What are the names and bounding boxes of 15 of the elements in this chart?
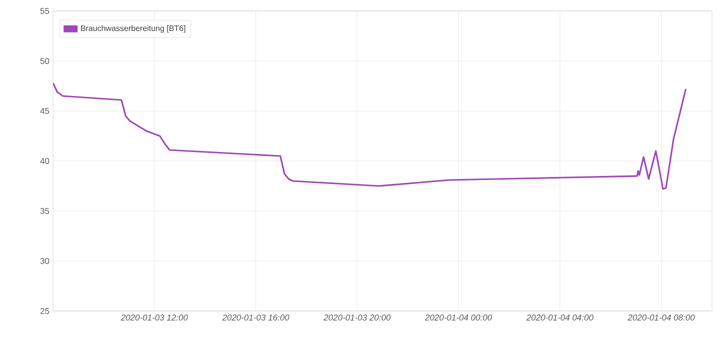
line-series [53,82,687,190]
legend-label: Brauchwasserbereitung [BT6] [81,25,186,33]
y-tick-label: 30 [40,258,50,264]
x-tick-label: 2020-01-04 00:00 [424,314,492,321]
y-tick-label: 50 [40,58,50,64]
x-tick-label: 2020-01-03 16:00 [222,314,290,321]
y-tick-label: 40 [40,158,50,164]
x-tick-label: 2020-01-04 08:00 [628,314,695,321]
x-tick-label: 2020-01-03 12:00 [120,314,188,321]
y-tick-label: 25 [40,308,50,314]
y-tick-label: 35 [40,208,50,214]
x-tick-label: 2020-01-04 04:00 [526,314,594,321]
x-tick-label: 2020-01-03 20:00 [324,314,391,321]
y-tick-label: 45 [40,108,50,114]
y-tick-label: 55 [40,8,50,14]
